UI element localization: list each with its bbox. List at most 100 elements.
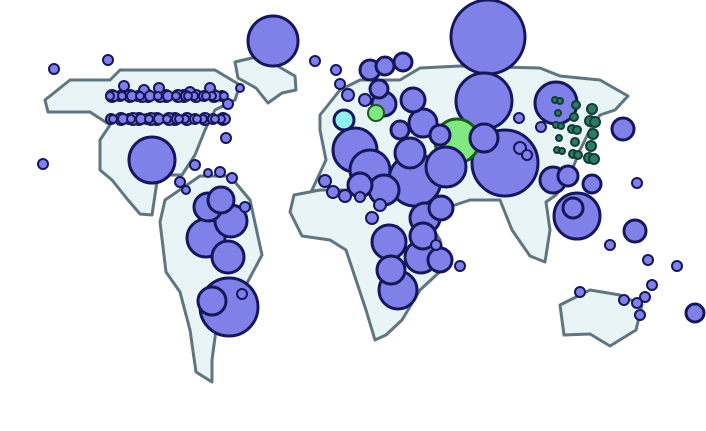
bubble (226, 172, 238, 184)
bubble (246, 14, 300, 68)
bubble (671, 260, 683, 272)
bubble (430, 239, 442, 251)
bubble (604, 239, 616, 251)
bubble (373, 198, 387, 212)
bubble (449, 0, 527, 76)
bubble (181, 185, 191, 195)
bubble (684, 302, 706, 324)
bubble (521, 149, 533, 161)
bubble (589, 116, 601, 128)
bubble (535, 121, 547, 133)
bubble (338, 189, 352, 203)
bubble (642, 254, 654, 266)
bubble (354, 191, 366, 203)
bubble (332, 108, 356, 132)
bubble (571, 100, 581, 110)
bubble (454, 260, 466, 272)
bubble (586, 103, 598, 115)
bubble (367, 104, 385, 122)
bubble (581, 173, 603, 195)
bubble (556, 97, 564, 105)
bubble (220, 132, 232, 144)
bubble (174, 114, 184, 124)
bubble-layer (37, 0, 706, 338)
bubble (513, 112, 525, 124)
bubble (108, 114, 118, 124)
bubble (235, 83, 245, 93)
bubble (171, 91, 181, 101)
bubble (610, 116, 636, 142)
bubble (162, 114, 172, 124)
bubble (570, 137, 580, 147)
bubble (408, 221, 438, 251)
bubble (368, 78, 390, 100)
bubble (153, 91, 163, 101)
bubble (555, 134, 563, 142)
bubble (574, 286, 586, 298)
bubble (558, 147, 566, 155)
bubble (424, 145, 468, 189)
bubble (399, 86, 427, 114)
bubble (214, 166, 226, 178)
bubble (375, 254, 407, 286)
bubble (634, 309, 646, 321)
bubble (631, 297, 643, 309)
bubble (144, 114, 154, 124)
bubble (561, 196, 585, 220)
bubble (622, 218, 648, 244)
bubble (392, 51, 414, 73)
bubble (117, 91, 127, 101)
bubble (236, 288, 248, 300)
bubble (135, 91, 145, 101)
bubble (37, 158, 49, 170)
bubble (569, 112, 579, 122)
bubble (127, 135, 177, 185)
bubble (192, 114, 202, 124)
bubble (554, 109, 562, 117)
bubble (374, 55, 396, 77)
bubble (105, 91, 115, 101)
bubble (358, 93, 372, 107)
bubble (203, 168, 213, 178)
bubble (370, 223, 408, 261)
bubble (468, 122, 500, 154)
bubble (196, 285, 228, 317)
bubble (334, 78, 346, 90)
bubble (639, 291, 651, 303)
bubble (572, 125, 582, 135)
bubble (393, 136, 427, 170)
bubble (428, 123, 452, 147)
bubble (646, 279, 658, 291)
bubble (557, 122, 565, 130)
bubble (330, 64, 342, 76)
bubble (102, 54, 114, 66)
bubble (427, 194, 455, 222)
bubble (206, 185, 236, 215)
bubble (189, 159, 201, 171)
bubble (309, 55, 321, 67)
bubble (239, 201, 251, 213)
bubble (573, 150, 583, 160)
bubble (210, 239, 246, 275)
bubble (556, 164, 580, 188)
bubble (201, 91, 211, 101)
bubble (426, 246, 454, 274)
bubble (126, 114, 136, 124)
bubble (118, 80, 130, 92)
bubble (618, 294, 630, 306)
bubble (183, 91, 193, 101)
bubble (210, 114, 220, 124)
bubble (174, 176, 186, 188)
bubble (588, 153, 600, 165)
bubble (326, 185, 340, 199)
bubble (219, 91, 229, 101)
bubble (48, 63, 60, 75)
bubble (587, 128, 599, 140)
bubble (631, 177, 643, 189)
bubble (318, 174, 332, 188)
bubble (389, 119, 411, 141)
bubble (341, 88, 355, 102)
bubble (585, 140, 597, 152)
